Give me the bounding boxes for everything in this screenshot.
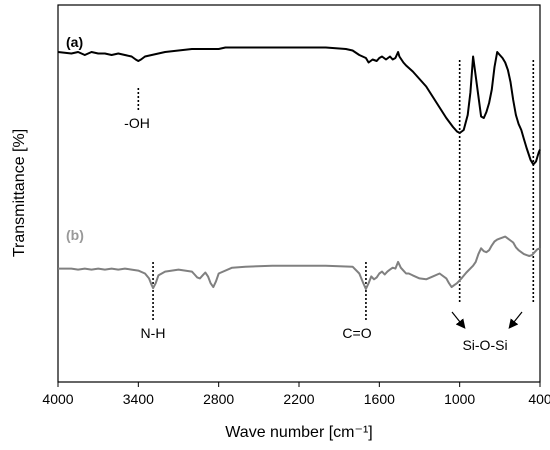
annotation-co: C=O	[342, 325, 371, 341]
series-lines	[57, 46, 541, 290]
annotation-oh: -OH	[124, 115, 150, 131]
series-line-b	[58, 235, 541, 290]
x-tick-label: 4000	[42, 391, 73, 407]
y-axis-title: Transmittance [%]	[11, 129, 28, 257]
series-label-a: (a)	[66, 34, 83, 50]
x-tick-label: 2800	[203, 391, 234, 407]
x-axis-ticks: 4000 3400 2800 2200 1600 1000 400	[42, 382, 550, 407]
x-tick-label: 2200	[283, 391, 314, 407]
chart-labels: (a) (b) -OH N-H C=O Si-O-Si Wave number …	[11, 34, 523, 441]
marker-lines	[137, 60, 535, 322]
annotation-nh: N-H	[141, 325, 166, 341]
arrow-right	[508, 311, 523, 329]
x-tick-label: 400	[528, 391, 550, 407]
plot-frame	[57, 4, 541, 383]
series-line-a	[57, 46, 541, 166]
annotation-sios: Si-O-Si	[462, 337, 507, 353]
x-tick-label: 3400	[123, 391, 154, 407]
x-tick-label: 1600	[364, 391, 395, 407]
x-axis-title: Wave number [cm⁻¹]	[225, 424, 372, 441]
x-tick-label: 1000	[444, 391, 475, 407]
series-label-b: (b)	[66, 227, 84, 243]
arrow-left	[451, 311, 466, 329]
